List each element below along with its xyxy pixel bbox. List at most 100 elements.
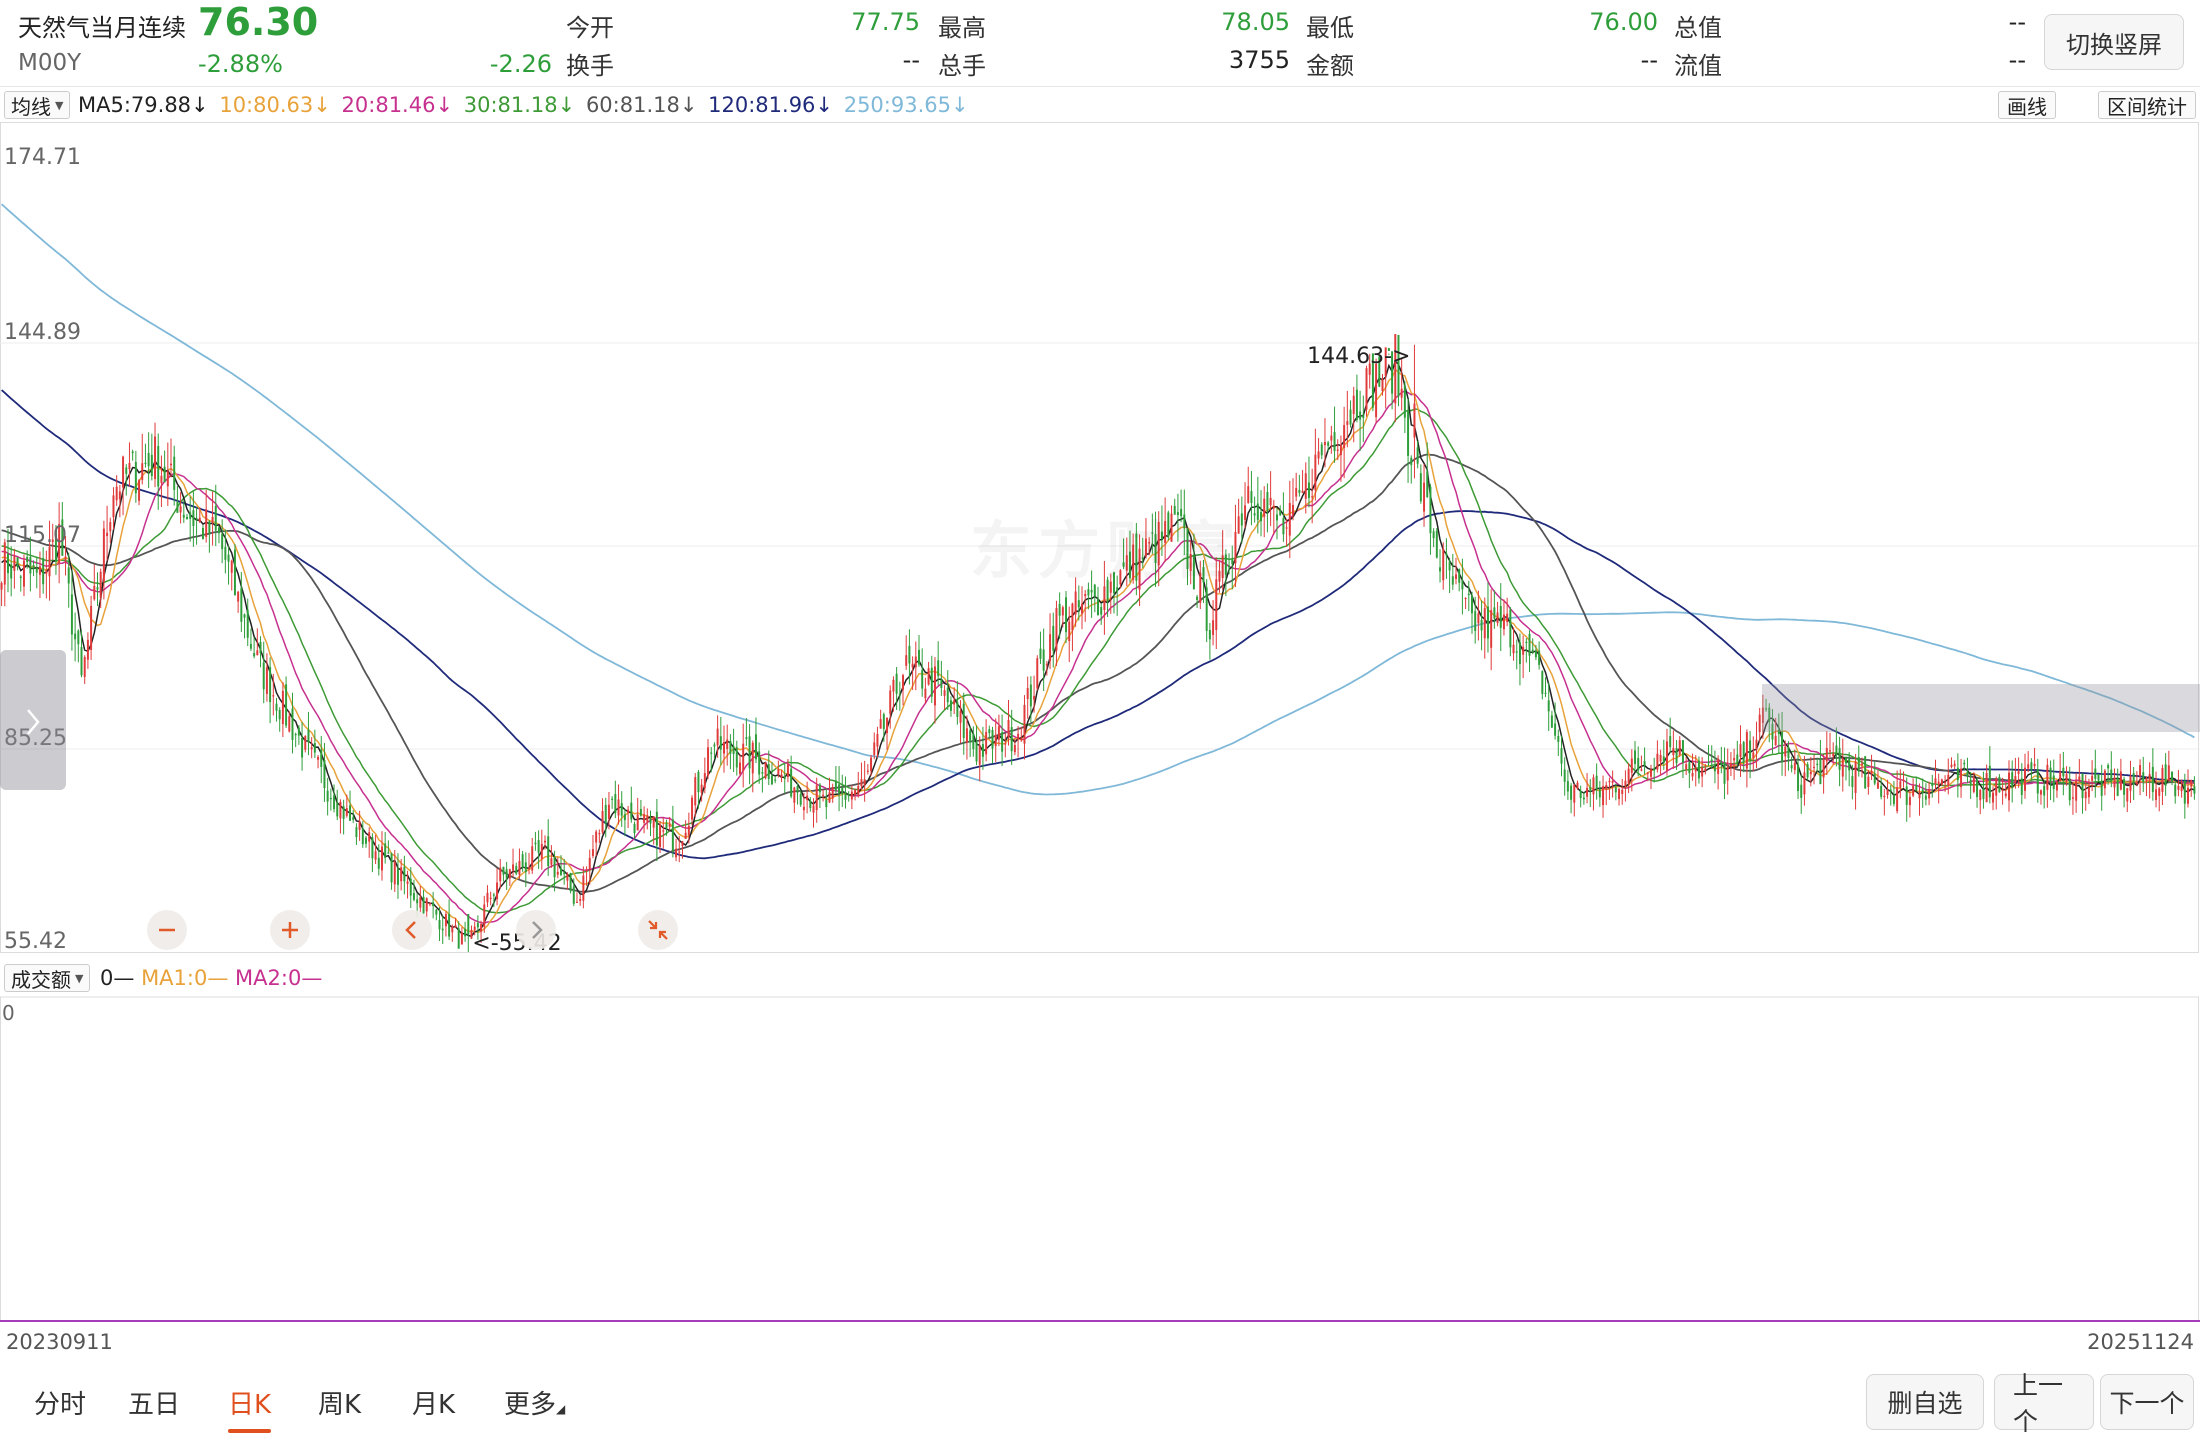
pan-right-icon[interactable] [516,910,556,950]
candle [486,885,489,908]
control-circle [516,910,556,950]
candle [1311,468,1314,524]
tab-daily-k[interactable]: 日K [228,1384,272,1433]
tab-more[interactable]: 更多◢ [504,1384,565,1421]
candle [214,484,217,546]
candle [1720,746,1723,774]
candle [812,798,815,828]
candle [544,835,546,850]
candle-body [1141,557,1144,560]
candle [1972,772,1975,794]
candle-body [380,846,383,871]
candle [521,850,524,872]
candle-body [1049,634,1052,662]
candle-body [1589,786,1592,790]
candle-body [1598,789,1601,798]
candle-body [678,851,681,853]
next-button[interactable]: 下一个 [2100,1374,2194,1430]
candle-body [652,816,655,828]
candle-body [1170,513,1173,542]
reset-zoom-icon[interactable] [638,910,678,950]
candle-body [7,553,9,574]
candle-body [2145,778,2148,782]
candle-body [2116,777,2119,796]
candle-body [1250,491,1253,503]
candle-body [572,886,575,904]
volume-value: 0— [100,966,135,990]
draw-line-button[interactable]: 画线 [1998,91,2056,119]
candle [1736,740,1739,767]
candle-body [1761,707,1764,723]
candle [243,613,246,639]
candle-body [1707,762,1710,764]
candle [1365,365,1368,417]
candle [1803,755,1806,806]
kline-chart[interactable]: 174.71144.89115.0785.2555.420144.63-><-5… [0,122,2200,1332]
candle [294,732,297,748]
remove-watchlist-button[interactable]: 删自选 [1866,1374,1984,1430]
ma-selector[interactable]: 均线 ▼ [4,91,71,119]
volume-selector[interactable]: 成交额 ▼ [4,964,91,992]
tab-weekly-k[interactable]: 周K [318,1390,362,1420]
candle-body [464,928,467,937]
candle-body [275,703,278,711]
candle-body [13,556,16,571]
candle-body [112,495,115,518]
candle-body [566,874,569,881]
candle-body [189,512,192,519]
candle [1813,754,1816,785]
candle [1362,395,1365,443]
candle-body [1371,353,1374,408]
candle [754,717,757,763]
candle-body [1611,780,1614,783]
candle-body [1221,555,1224,579]
candle-body [550,858,553,865]
candle [1400,358,1403,411]
pan-left-icon[interactable] [392,910,432,950]
candle-body [412,892,415,900]
candle [125,464,128,496]
range-stats-button[interactable]: 区间统计 [2098,91,2196,119]
candle [959,700,962,744]
candle [604,797,607,838]
tab-monthly-k[interactable]: 月K [412,1390,456,1420]
zoom-out-icon[interactable] [147,910,187,950]
zoom-in-icon[interactable] [270,910,310,950]
candle-body [1822,759,1825,778]
candle [1301,470,1304,494]
candle [275,697,278,722]
candle [345,794,348,818]
candle [444,911,447,937]
switch-portrait-button[interactable]: 切换竖屏 [2044,14,2184,70]
candle [240,571,243,633]
candle-body [2091,775,2094,781]
candle [1624,770,1627,802]
candle-body [1100,607,1103,615]
previous-button[interactable]: 上一个 [1994,1371,2094,1436]
candle-body [256,650,259,656]
ma-value-30: 30:81.18↓ [463,93,576,117]
candle [694,773,697,817]
candle [10,546,13,597]
candle [1119,569,1122,589]
candle [898,681,901,711]
candle [1157,511,1160,587]
candle [1439,549,1442,583]
change-percent: -2.88% [198,50,283,78]
candle [1403,381,1406,434]
tab-intraday[interactable]: 分时 [34,1390,87,1420]
candle-body [601,811,604,833]
candle-body [1180,508,1183,517]
candle-body [1237,516,1240,534]
candle [850,785,853,810]
candle [1806,762,1809,781]
candle-body [2049,767,2052,783]
candle-body [1848,758,1851,771]
candle-body [182,514,185,518]
candle [655,798,658,862]
candle-body [1119,570,1122,585]
tab-five-day[interactable]: 五日 [128,1390,181,1420]
candle-body [985,731,988,755]
candle [1394,334,1397,423]
candle [1729,752,1732,777]
